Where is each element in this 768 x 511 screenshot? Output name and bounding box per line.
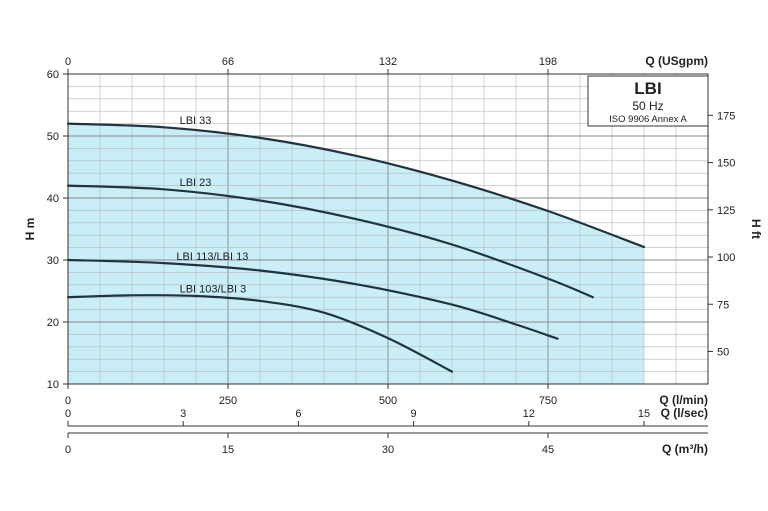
lsec-tick-label: 9 xyxy=(411,408,417,420)
y-tick-label: 30 xyxy=(47,255,59,267)
lsec-tick-label: 0 xyxy=(65,408,71,420)
m3h-tick-label: 30 xyxy=(382,444,394,456)
lsec-axis-title: Q (l/sec) xyxy=(661,406,708,420)
right-axis-title: H ft xyxy=(749,219,763,239)
curve-lbi-113-lbi-13 xyxy=(66,258,559,340)
curve-label: LBI 33 xyxy=(180,115,212,127)
chart-subtitle: 50 Hz xyxy=(632,99,663,113)
right-tick-label: 125 xyxy=(717,205,735,217)
x-tick-label: 0 xyxy=(65,395,71,407)
right-tick-label: 100 xyxy=(717,252,735,264)
curve-lbi-103-lbi-3 xyxy=(66,294,454,373)
right-tick-label: 175 xyxy=(717,110,735,122)
legend-box-frame xyxy=(587,75,709,127)
y-axis-title: H m xyxy=(23,218,37,241)
ticks-layer xyxy=(63,69,713,438)
m3h-axis-title: Q (m³/h) xyxy=(662,442,708,456)
y-tick-label: 20 xyxy=(47,317,59,329)
chart-title: LBI xyxy=(634,79,661,98)
curve-label: LBI 103/LBI 3 xyxy=(180,284,247,296)
lsec-tick-label: 12 xyxy=(523,408,535,420)
m3h-tick-label: 0 xyxy=(65,444,71,456)
lsec-tick-label: 6 xyxy=(295,408,301,420)
top-tick-label: 132 xyxy=(379,56,397,68)
y-tick-label: 50 xyxy=(47,131,59,143)
top-tick-label: 198 xyxy=(539,56,557,68)
curve-label: LBI 113/LBI 13 xyxy=(176,251,248,263)
y-tick-label: 60 xyxy=(47,69,59,81)
x-tick-label: 250 xyxy=(219,395,237,407)
y-tick-label: 10 xyxy=(47,379,59,391)
right-tick-label: 150 xyxy=(717,158,735,170)
grid-layer xyxy=(68,74,708,384)
chart-note: ISO 9906 Annex A xyxy=(609,114,687,125)
right-tick-label: 50 xyxy=(717,347,729,359)
top-tick-label: 0 xyxy=(65,56,71,68)
x-axis-title: Q (l/min) xyxy=(659,393,708,407)
legend-box: LBI 50 Hz ISO 9906 Annex A xyxy=(587,75,709,127)
curve-label: LBI 23 xyxy=(180,177,212,189)
x-tick-label: 500 xyxy=(379,395,397,407)
curve-lbi-23 xyxy=(66,184,594,299)
lsec-tick-label: 3 xyxy=(180,408,186,420)
curves-layer xyxy=(66,122,646,373)
top-axis-title: Q (USgpm) xyxy=(645,54,708,68)
labels-layer: LBI 33 LBI 23 LBI 113/LBI 13 LBI 103/LBI 3 0… xyxy=(23,54,763,456)
m3h-tick-label: 45 xyxy=(542,444,554,456)
m3h-tick-label: 15 xyxy=(222,444,234,456)
x-tick-label: 750 xyxy=(539,395,557,407)
right-tick-label: 75 xyxy=(717,299,729,311)
y-tick-label: 40 xyxy=(47,193,59,205)
curve-lbi-33 xyxy=(66,122,646,249)
top-tick-label: 66 xyxy=(222,56,234,68)
lsec-tick-label: 15 xyxy=(638,408,650,420)
